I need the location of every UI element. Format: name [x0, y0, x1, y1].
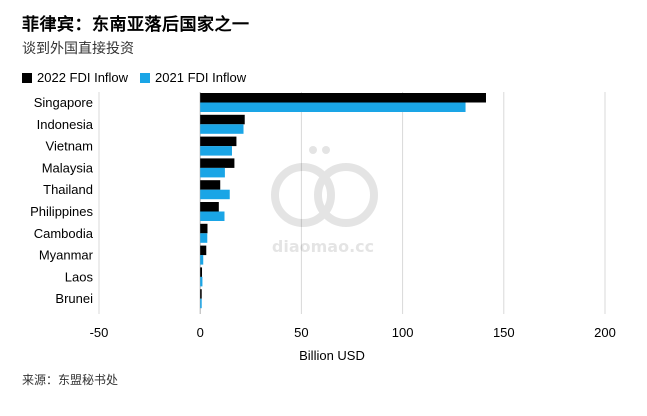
legend-swatch-2022	[22, 72, 32, 83]
x-tick-label: 150	[493, 325, 515, 340]
x-axis-label: Billion USD	[299, 348, 365, 363]
bar-2021-thailand	[200, 189, 230, 200]
bar-2021-indonesia	[200, 124, 244, 134]
x-axis-ticks: -50 0 50 100 150 200	[90, 325, 616, 340]
bar-2022-cambodia	[200, 223, 208, 234]
x-tick-label: 50	[294, 325, 308, 340]
category-label: Thailand	[43, 182, 93, 197]
bar-2022-singapore	[200, 93, 486, 103]
category-label: Myanmar	[39, 248, 94, 263]
category-label: Laos	[65, 269, 94, 284]
bar-2022-laos	[200, 267, 203, 277]
bar-2022-indonesia	[200, 114, 245, 125]
category-label: Cambodia	[34, 226, 94, 241]
bar-2021-vietnam	[200, 146, 232, 156]
bar-2021-laos	[200, 276, 203, 287]
category-label: Philippines	[30, 204, 93, 219]
bar-2022-malaysia	[200, 158, 235, 168]
category-label: Vietnam	[46, 139, 93, 154]
bar-2021-singapore	[200, 102, 466, 112]
x-tick-label: -50	[90, 325, 109, 340]
bar-2021-myanmar	[200, 255, 204, 265]
legend-label-2022: 2022 FDI Inflow	[37, 70, 129, 85]
legend-item-2022: 2022 FDI Inflow	[22, 70, 128, 85]
bar-2021-philippines	[200, 211, 225, 221]
watermark-logo: diaomao.cc	[271, 146, 378, 256]
bar-2022-philippines	[200, 202, 219, 212]
category-label: Singapore	[34, 95, 93, 110]
legend-swatch-2021	[140, 72, 151, 83]
bar-2021-brunei	[200, 298, 202, 309]
category-labels: Singapore Indonesia Vietnam Malaysia Thailan…	[30, 95, 94, 306]
legend: 2022 FDI Inflow 2021 FDI Inflow	[22, 70, 258, 85]
bars	[200, 93, 486, 309]
source-note: 来源：东盟秘书处	[22, 373, 119, 387]
category-label: Malaysia	[42, 160, 94, 175]
bar-2021-malaysia	[200, 167, 225, 178]
chart-subtitle: 谈到外国直接投资	[22, 41, 134, 57]
watermark-text: diaomao.cc	[272, 237, 374, 256]
chart-title: 菲律宾：东南亚落后国家之一	[22, 15, 250, 35]
x-tick-label: 0	[197, 325, 204, 340]
bar-2021-cambodia	[200, 233, 208, 243]
x-tick-label: 100	[392, 325, 414, 340]
bar-2022-vietnam	[200, 136, 237, 147]
category-label: Brunei	[55, 291, 93, 306]
bar-2022-myanmar	[200, 245, 207, 256]
legend-label-2021: 2021 FDI Inflow	[155, 70, 247, 85]
x-tick-label: 200	[594, 325, 616, 340]
bar-2022-thailand	[200, 180, 221, 190]
legend-item-2021: 2021 FDI Inflow	[140, 70, 246, 85]
bar-2022-brunei	[200, 289, 202, 299]
category-label: Indonesia	[37, 117, 94, 132]
